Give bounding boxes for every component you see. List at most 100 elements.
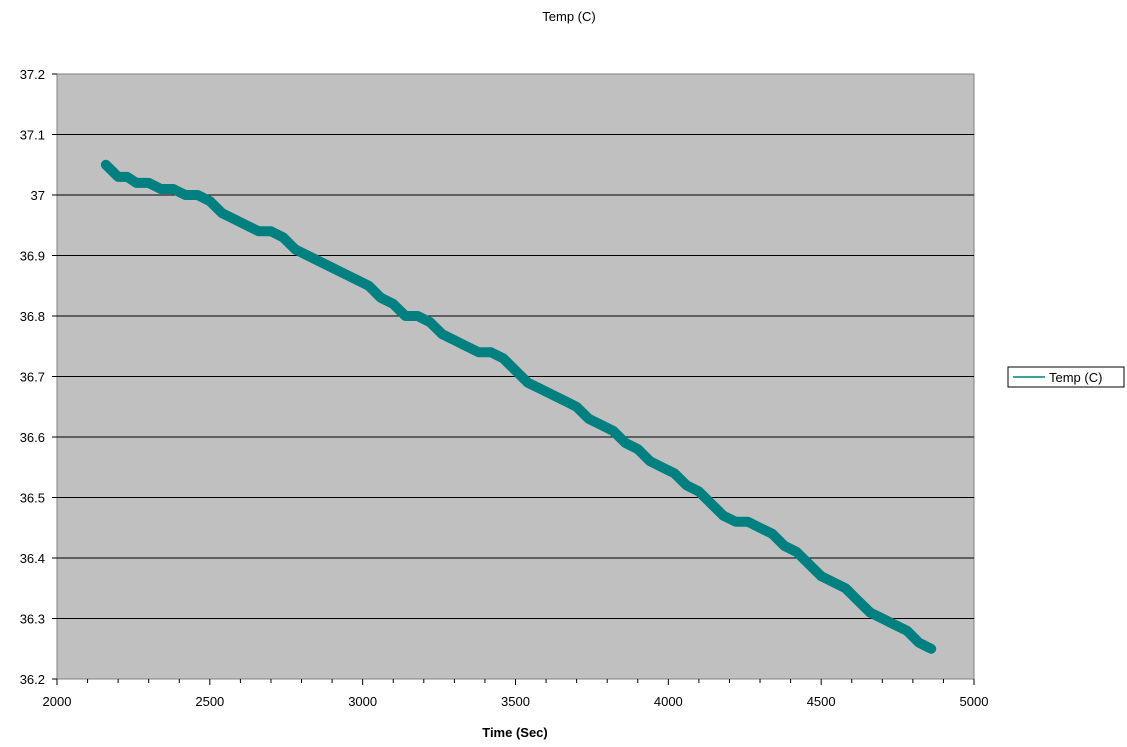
y-tick-label: 36.4	[20, 551, 45, 566]
data-point	[538, 386, 542, 391]
y-tick-label: 36.9	[20, 249, 45, 264]
data-point	[623, 441, 628, 445]
data-point	[745, 519, 750, 524]
data-point	[562, 398, 567, 403]
x-tick-label: 2500	[195, 694, 224, 709]
data-point	[342, 271, 347, 276]
data-point	[586, 416, 591, 421]
data-point	[110, 168, 114, 173]
data-point	[354, 277, 359, 282]
x-axis: 2000 2500 3000 3500 4000 4500 5000	[43, 679, 989, 709]
data-point	[550, 392, 555, 397]
data-point	[868, 610, 873, 615]
data-point	[330, 265, 335, 270]
data-point	[403, 314, 408, 318]
data-point	[391, 301, 396, 306]
data-point	[244, 223, 249, 228]
x-tick-label: 4000	[654, 694, 683, 709]
data-point	[672, 471, 677, 476]
y-tick-label: 36.5	[20, 491, 45, 506]
data-point	[843, 586, 848, 591]
data-point	[366, 283, 371, 288]
data-point	[317, 259, 322, 264]
y-tick-label: 37	[31, 188, 45, 203]
data-point	[452, 338, 457, 343]
x-axis-label: Time (Sec)	[482, 725, 548, 740]
data-point	[794, 550, 799, 554]
data-point	[103, 162, 108, 167]
legend-box	[1007, 366, 1125, 388]
data-point	[917, 640, 921, 645]
series-layer	[100, 159, 937, 654]
data-point	[427, 320, 432, 325]
data-point	[635, 447, 640, 452]
data-point	[611, 429, 616, 433]
data-point	[819, 574, 824, 579]
data-point	[220, 211, 225, 216]
data-point	[501, 356, 506, 361]
data-point	[207, 199, 212, 204]
data-point	[721, 513, 726, 518]
legend: Temp (C)	[1007, 366, 1125, 388]
data-point	[489, 350, 493, 355]
data-point	[476, 350, 481, 355]
data-point	[195, 193, 200, 197]
y-tick-label: 37.1	[20, 128, 45, 143]
data-point	[770, 531, 775, 536]
data-point	[782, 543, 787, 548]
x-tick-label: 2000	[43, 694, 72, 709]
data-point	[574, 404, 579, 409]
data-point	[116, 174, 121, 179]
x-tick-label: 3500	[501, 694, 530, 709]
y-tick-label: 36.6	[20, 430, 45, 445]
data-point	[269, 229, 273, 234]
data-point	[232, 217, 237, 222]
data-point	[440, 332, 445, 337]
data-point	[183, 193, 188, 197]
data-point	[709, 501, 714, 506]
data-point	[293, 247, 298, 252]
chart-title: Temp (C)	[542, 9, 595, 24]
data-point	[758, 525, 762, 530]
data-point	[831, 580, 836, 585]
data-point	[929, 646, 934, 651]
data-point	[599, 422, 604, 427]
data-point	[525, 380, 530, 385]
data-point	[513, 368, 518, 373]
data-point	[806, 562, 811, 567]
data-point	[281, 235, 286, 240]
legend-label: Temp (C)	[1049, 370, 1102, 385]
y-tick-label: 37.2	[20, 67, 45, 82]
data-point	[733, 519, 738, 524]
x-tick-label: 3000	[348, 694, 377, 709]
y-tick-label: 36.7	[20, 370, 45, 385]
x-tick-label: 5000	[960, 694, 989, 709]
data-point	[855, 598, 860, 603]
data-point	[305, 253, 310, 258]
data-point	[464, 344, 469, 349]
data-point	[904, 628, 909, 633]
y-axis: 36.2 36.3 36.4 36.5 36.6 36.7 36.8 36.9 37 37.1 37…	[20, 67, 57, 687]
y-tick-label: 36.3	[20, 612, 45, 627]
data-point	[696, 489, 701, 494]
data-point	[379, 295, 383, 300]
y-tick-label: 36.2	[20, 672, 45, 687]
data-point	[134, 180, 139, 185]
data-point	[125, 174, 130, 179]
data-point	[684, 483, 689, 488]
data-point	[880, 616, 885, 621]
data-point	[415, 314, 420, 318]
data-point	[892, 622, 897, 627]
data-point	[648, 459, 652, 464]
data-point	[171, 187, 176, 191]
series-line	[100, 159, 937, 654]
data-point	[146, 180, 151, 185]
data-point	[256, 229, 261, 234]
y-tick-label: 36.8	[20, 309, 45, 324]
data-point	[660, 465, 665, 470]
data-point	[158, 187, 163, 191]
x-tick-label: 4500	[807, 694, 836, 709]
gridlines	[57, 134, 974, 619]
